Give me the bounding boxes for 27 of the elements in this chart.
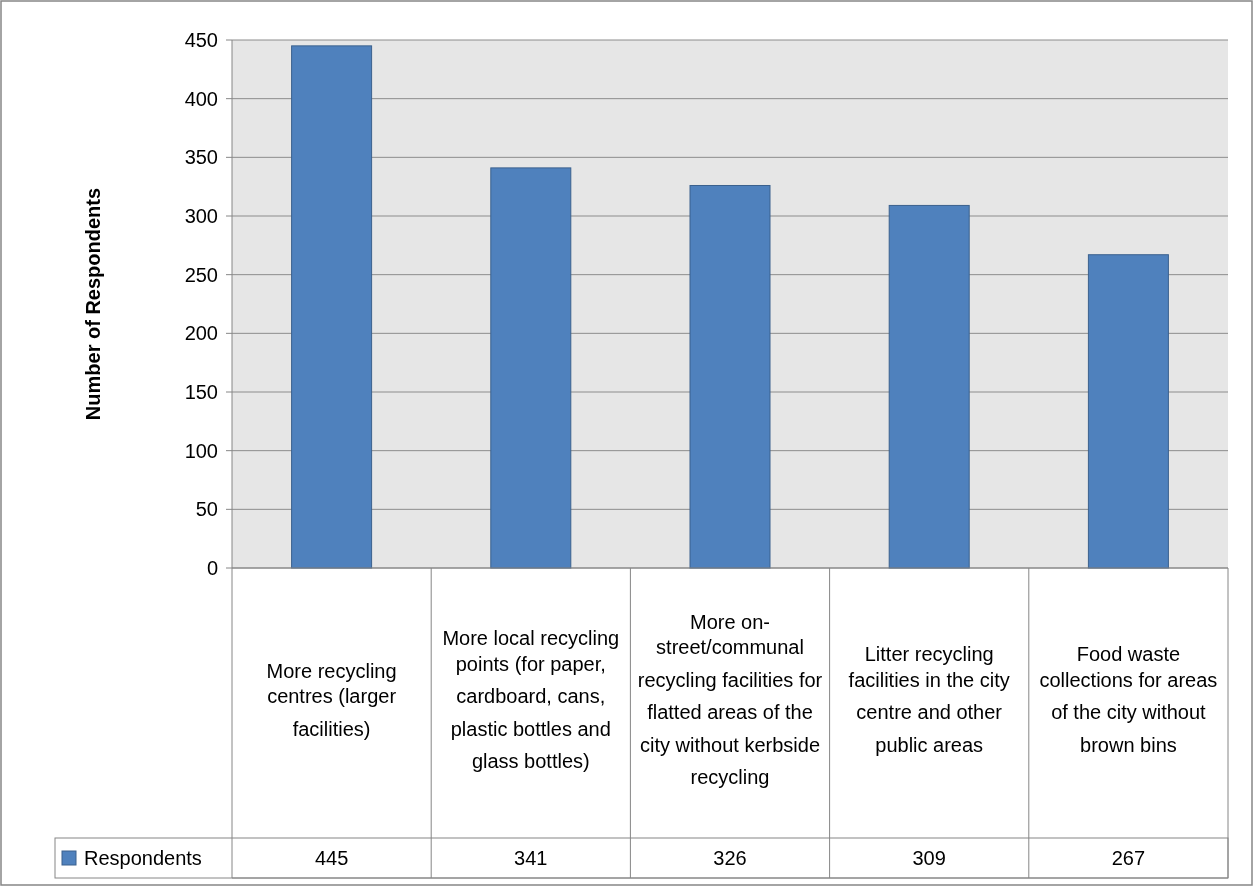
y-axis-title: Number of Respondents [82, 187, 104, 421]
bar [490, 167, 572, 569]
bar [689, 184, 771, 569]
x-tick-label: More local recycling points (for paper, cardboard, cans, plastic bottles and glass bottles) [442, 627, 620, 772]
bar [291, 45, 373, 569]
x-tick-label: Litter recycling facilities in the city centre and other public areas [848, 643, 1010, 756]
data-label: 267 [1111, 847, 1146, 869]
data-label: 445 [314, 847, 349, 869]
y-tick-label: 150 [184, 381, 218, 403]
legend-label: Respondents [84, 847, 202, 869]
x-tick-label: More recycling centres (larger facilities) [266, 659, 397, 740]
bar [1087, 254, 1169, 569]
bar [888, 204, 970, 569]
data-label: 309 [912, 847, 946, 869]
y-tick-label: 350 [184, 146, 218, 169]
y-tick-label: 400 [184, 87, 218, 110]
x-tick-label: More on-street/communal recycling facilities for flatted areas of the city without kerbside recycling [637, 610, 823, 789]
data-label: 341 [514, 847, 548, 869]
y-tick-label: 200 [184, 322, 218, 345]
y-tick-label: 50 [195, 498, 218, 521]
x-tick-label: Food waste collections for areas of the city without brown bins [1039, 643, 1218, 756]
y-tick-label: 100 [184, 439, 218, 462]
y-tick-label: 450 [184, 29, 218, 51]
y-tick-label: 250 [184, 263, 218, 286]
data-label: 326 [713, 847, 747, 869]
y-tick-label: 0 [206, 557, 218, 579]
y-tick-label: 300 [184, 205, 218, 227]
